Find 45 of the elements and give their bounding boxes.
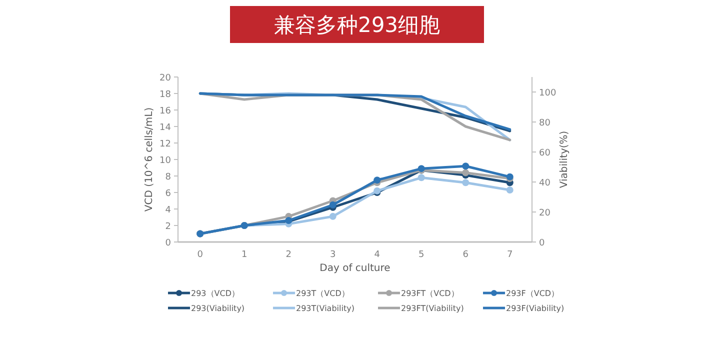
point <box>462 162 470 170</box>
x-axis-title: Day of culture <box>320 263 390 274</box>
x-tick-label: 3 <box>330 250 336 260</box>
legend-label: 293T（VCD） <box>296 289 350 298</box>
y-tick-label: 20 <box>160 74 172 84</box>
y-tick-label: 12 <box>160 140 171 150</box>
x-tick-label: 5 <box>418 250 424 260</box>
x-tick-label: 7 <box>507 250 513 260</box>
point <box>329 212 336 220</box>
y-tick-label: 18 <box>160 90 172 100</box>
legend-label: 293(Viability) <box>191 304 245 313</box>
y-tick-label: 8 <box>165 172 172 182</box>
point <box>418 174 425 182</box>
x-tick-label: 6 <box>462 250 469 260</box>
y2-tick-label: 60 <box>539 148 551 158</box>
y-tick-label: 0 <box>165 238 172 248</box>
legend-label: 293FT（VCD） <box>401 289 459 298</box>
y2-tick-label: 20 <box>539 208 551 218</box>
legend-label: 293T(Viability) <box>296 304 354 313</box>
chart-title: 兼容多种293细胞 <box>274 13 440 37</box>
legend-label: 293F(Viability) <box>506 304 564 313</box>
x-tick-label: 1 <box>242 250 248 260</box>
point <box>462 169 470 176</box>
y2-tick-label: 0 <box>539 238 545 248</box>
y2-axis-title: Viability(%) <box>559 130 570 188</box>
legend-label: 293FT(Viability) <box>401 304 464 313</box>
y-tick-label: 2 <box>165 222 171 232</box>
point <box>506 186 514 194</box>
x-tick-label: 4 <box>374 250 380 260</box>
x-tick-label: 0 <box>197 250 204 260</box>
point <box>374 176 381 184</box>
y-tick-label: 6 <box>165 189 172 199</box>
y-tick-label: 14 <box>160 123 172 133</box>
point <box>462 179 470 186</box>
y-tick-label: 4 <box>165 206 172 216</box>
x-tick-label: 2 <box>286 250 292 260</box>
y-tick-label: 10 <box>160 156 172 166</box>
y2-tick-label: 40 <box>539 178 551 188</box>
point <box>329 201 336 208</box>
y2-tick-label: 100 <box>539 88 556 98</box>
y-tick-label: 16 <box>160 106 172 116</box>
legend-label: 293（VCD） <box>191 289 240 298</box>
y2-tick-label: 80 <box>539 118 551 128</box>
legend-label: 293F（VCD） <box>506 289 560 298</box>
y-axis-title: VCD (10^6 cells/mL) <box>144 107 155 212</box>
